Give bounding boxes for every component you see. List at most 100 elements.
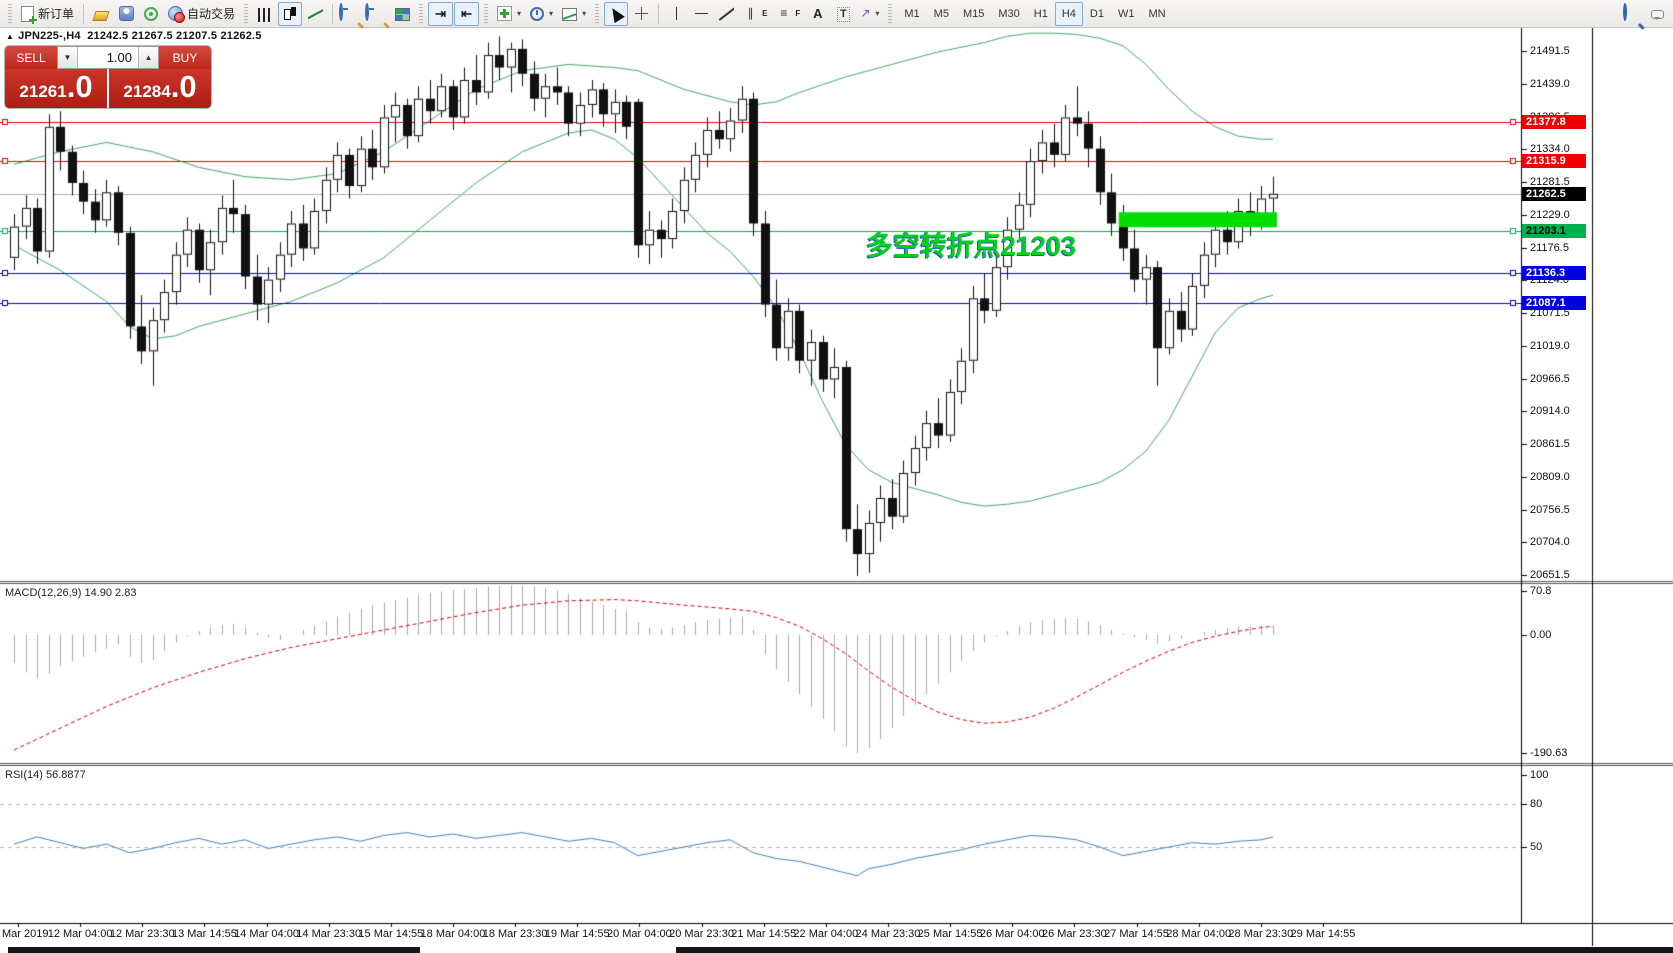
sell-button[interactable]: SELL [5, 46, 57, 69]
metaeditor-button[interactable] [114, 2, 138, 26]
toolbar-drag-handle[interactable] [595, 3, 600, 24]
main-toolbar: 新订单 自动交易 ⇥ ⇤ ▾ ▾ ▾ ∥ E ≡ F A T ↗ ▾ M1 M5 M15 M… [0, 0, 1673, 28]
toolbar-drag-handle[interactable] [8, 3, 12, 24]
sell-price-button[interactable]: 21261 .0 [5, 69, 107, 108]
current-price-label[interactable]: 21262.5 [1522, 186, 1586, 201]
macd-indicator-label: MACD(12,26,9) 14.90 2.83 [5, 587, 137, 599]
trendline-icon [719, 6, 734, 21]
autotrading-icon [168, 6, 186, 23]
zoom-in-icon [339, 3, 344, 21]
search-button[interactable] [1619, 2, 1644, 26]
metaquotes-button[interactable] [89, 2, 113, 26]
new-order-label: 新订单 [38, 7, 75, 21]
text-button[interactable]: A [805, 2, 830, 26]
cursor-button[interactable] [604, 1, 629, 26]
chart-annotation-text: 多空转折点21203 [866, 231, 1077, 261]
auto-scroll-button[interactable]: ⇥ [428, 1, 454, 26]
hline-price-label[interactable]: 21377.8 [1522, 114, 1586, 129]
timeframe-button-M1[interactable]: M1 [904, 7, 920, 20]
candlestick-chart-button[interactable] [278, 1, 303, 26]
indicators-button[interactable]: ▾ [493, 2, 525, 26]
toolbar-drag-handle[interactable] [888, 3, 893, 24]
search-icon [1623, 3, 1627, 21]
zoom-in-button[interactable] [338, 2, 363, 26]
timeframe-button-MN[interactable]: MN [1148, 7, 1166, 20]
timeframe-button-D1[interactable]: D1 [1089, 7, 1104, 20]
connection-button[interactable] [139, 2, 163, 26]
arrows-button[interactable]: ↗ ▾ [856, 2, 883, 26]
line-chart-icon [308, 6, 323, 21]
equidistant-channel-button[interactable]: ∥ E [739, 2, 771, 26]
new-order-button[interactable]: 新订单 [17, 2, 78, 26]
chart-canvas[interactable] [0, 28, 1673, 953]
horizontal-line-button[interactable] [689, 2, 713, 26]
volume-input[interactable]: 1.00 [106, 50, 132, 65]
collapse-icon[interactable]: ▲ [6, 32, 15, 41]
arrows-icon: ↗ [860, 6, 871, 20]
sell-price-frac: .0 [66, 69, 93, 104]
autotrading-button[interactable]: 自动交易 [164, 2, 239, 26]
toolbar-separator [83, 3, 85, 24]
auto-scroll-icon: ⇥ [435, 6, 446, 21]
text-label-icon: T [836, 6, 850, 22]
clock-icon [530, 7, 545, 21]
bottom-status-strip [0, 946, 1673, 953]
status-segment [8, 947, 420, 953]
rsi-indicator-label: RSI(14) 56.8877 [5, 769, 86, 781]
chart-shift-icon: ⇤ [461, 6, 472, 21]
buy-price-main: 21284 [123, 82, 171, 101]
status-segment [676, 947, 1673, 953]
template-icon [562, 8, 578, 21]
buy-price-frac: .0 [170, 69, 197, 104]
tile-windows-icon [394, 8, 410, 21]
timeframe-button-W1[interactable]: W1 [1117, 7, 1135, 20]
volume-control: ▼ 1.00 ▲ [57, 46, 159, 69]
timeframe-button-H1[interactable]: H1 [1033, 7, 1048, 20]
one-click-trading-panel: SELL ▼ 1.00 ▲ BUY 21261 .0 21284 .0 [5, 46, 211, 108]
toolbar-separator [332, 3, 334, 24]
zoom-out-icon [365, 3, 370, 21]
chat-button[interactable] [1645, 2, 1669, 26]
templates-button[interactable]: ▾ [558, 2, 590, 26]
vertical-line-button[interactable] [664, 2, 688, 26]
bar-chart-button[interactable] [253, 2, 277, 26]
new-order-icon [21, 5, 37, 24]
timeframe-button-M15[interactable]: M15 [962, 7, 985, 20]
symbol-ohlc-bar: ▲ JPN225-,H4 21242.5 21267.5 21207.5 2126… [6, 30, 262, 42]
symbol-name: JPN225-,H4 [18, 30, 81, 42]
crosshair-icon [633, 6, 649, 21]
timeframe-button-M30[interactable]: M30 [998, 7, 1020, 20]
timeframe-button-H4[interactable]: H4 [1054, 1, 1083, 26]
text-icon: A [813, 6, 823, 21]
ohlc-values: 21242.5 21267.5 21207.5 21262.5 [87, 30, 262, 42]
hline-price-label[interactable]: 21315.9 [1522, 153, 1586, 168]
crosshair-button[interactable] [629, 2, 653, 26]
chat-icon [1650, 9, 1664, 20]
chart-shift-button[interactable]: ⇤ [454, 1, 480, 26]
tile-windows-button[interactable] [390, 2, 414, 26]
fibonacci-button[interactable]: ≡ F [772, 2, 804, 26]
text-label-button[interactable]: T [831, 2, 855, 26]
cursor-icon [607, 4, 625, 24]
candlestick-icon [283, 6, 297, 21]
toolbar-drag-handle[interactable] [484, 3, 489, 24]
toolbar-drag-handle[interactable] [244, 3, 249, 24]
toolbar-drag-handle[interactable] [419, 3, 424, 24]
hline-price-label[interactable]: 21136.3 [1522, 265, 1586, 280]
trendline-button[interactable] [714, 2, 738, 26]
hline-price-label[interactable]: 21203.1 [1522, 223, 1586, 238]
hline-price-label[interactable]: 21087.1 [1522, 296, 1586, 311]
vertical-line-icon [668, 6, 684, 21]
sell-price-main: 21261 [19, 82, 67, 101]
volume-increase-button[interactable]: ▲ [138, 47, 158, 68]
periods-button[interactable]: ▾ [526, 2, 557, 26]
volume-decrease-button[interactable]: ▼ [58, 47, 78, 68]
person-icon [118, 6, 134, 21]
timeframe-button-M5[interactable]: M5 [933, 7, 949, 20]
buy-button[interactable]: BUY [159, 46, 211, 69]
indicators-icon [497, 6, 513, 21]
toolbar-separator [658, 3, 660, 24]
buy-price-button[interactable]: 21284 .0 [109, 69, 211, 108]
line-chart-button[interactable] [303, 2, 327, 26]
zoom-out-button[interactable] [364, 2, 389, 26]
